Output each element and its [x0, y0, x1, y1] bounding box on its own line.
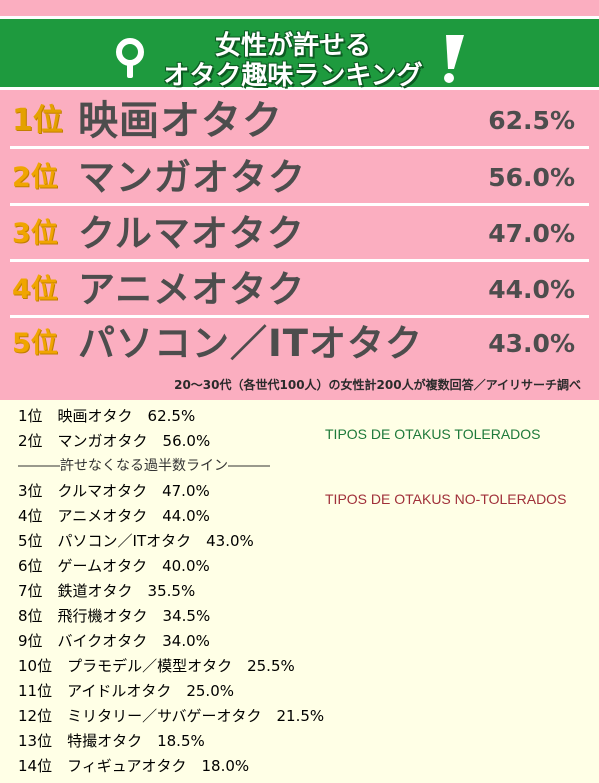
rank-number: 5位: [12, 328, 58, 359]
list-item: 3位 クルマオタク 47.0%: [18, 482, 210, 500]
majority-line-divider: ―――許せなくなる過半数ライン―――: [18, 458, 270, 474]
full-ranking-panel: 1位 映画オタク 62.5% 2位 マンガオタク 56.0% ―――許せなくなる…: [0, 400, 599, 783]
rank-percent: 47.0%: [488, 219, 575, 248]
rank-name: アニメオタク: [78, 268, 306, 311]
rank-number: 3位: [12, 218, 58, 249]
list-item: 2位 マンガオタク 56.0%: [18, 432, 211, 450]
rank-row-5: 5位 パソコン／ITオタク 43.0%: [0, 316, 599, 372]
rank-name: 映画オタク: [78, 98, 283, 144]
list-item: 10位 プラモデル／模型オタク 25.5%: [18, 657, 295, 675]
rank-name: クルマオタク: [78, 212, 305, 255]
rank-name: パソコン／ITオタク: [78, 322, 424, 365]
rank-name: マンガオタク: [78, 156, 306, 199]
survey-footnote: 20～30代（各世代100人）の女性計200人が複数回答／アイリサーチ調べ: [174, 378, 581, 392]
list-item: 11位 アイドルオタク 25.0%: [18, 682, 234, 700]
list-item: 5位 パソコン／ITオタク 43.0%: [18, 532, 254, 550]
row-divider: [10, 146, 589, 149]
title-banner: 女性が許せる オタク趣味ランキング: [0, 16, 599, 91]
top-stripe: [0, 0, 599, 16]
search-icon: [116, 38, 144, 78]
banner-title-line2: オタク趣味ランキング: [163, 61, 423, 91]
rank-number: 1位: [12, 103, 63, 138]
ranking-infographic: 女性が許せる オタク趣味ランキング 1位 映画オタク 62.5% 2位 マンガオ…: [0, 0, 599, 400]
list-item: 13位 特撮オタク 18.5%: [18, 732, 205, 750]
list-item: 6位 ゲームオタク 40.0%: [18, 557, 210, 575]
row-divider: [10, 315, 589, 318]
legend-tolerated: TIPOS DE OTAKUS TOLERADOS: [325, 426, 541, 442]
legend-not-tolerated: TIPOS DE OTAKUS NO-TOLERADOS: [325, 491, 567, 507]
rank-percent: 56.0%: [488, 163, 575, 192]
list-item: 8位 飛行機オタク 34.5%: [18, 607, 211, 625]
list-item: 4位 アニメオタク 44.0%: [18, 507, 210, 525]
rank-row-3: 3位 クルマオタク 47.0%: [0, 206, 599, 262]
rank-row-1: 1位 映画オタク 62.5%: [0, 93, 599, 149]
list-item: 7位 鉄道オタク 35.5%: [18, 582, 196, 600]
list-item: 12位 ミリタリー／サバゲーオタク 21.5%: [18, 707, 325, 725]
row-divider: [10, 203, 589, 206]
list-item: 1位 映画オタク 62.5%: [18, 407, 196, 425]
ranking-list: 1位 映画オタク 62.5% 2位 マンガオタク 56.0% ―――許せなくなる…: [18, 404, 324, 779]
banner-title-line1: 女性が許せる: [214, 31, 371, 61]
list-item: 9位 バイクオタク 34.0%: [18, 632, 210, 650]
rank-percent: 44.0%: [488, 275, 575, 304]
list-item: 14位 フィギュアオタク 18.0%: [18, 757, 250, 775]
row-divider: [10, 259, 589, 262]
exclamation-icon: [444, 35, 464, 83]
rank-row-2: 2位 マンガオタク 56.0%: [0, 150, 599, 206]
rank-number: 2位: [12, 162, 58, 193]
rank-percent: 43.0%: [488, 329, 575, 358]
rank-row-4: 4位 アニメオタク 44.0%: [0, 262, 599, 318]
rank-number: 4位: [12, 274, 58, 305]
rank-percent: 62.5%: [488, 106, 575, 135]
